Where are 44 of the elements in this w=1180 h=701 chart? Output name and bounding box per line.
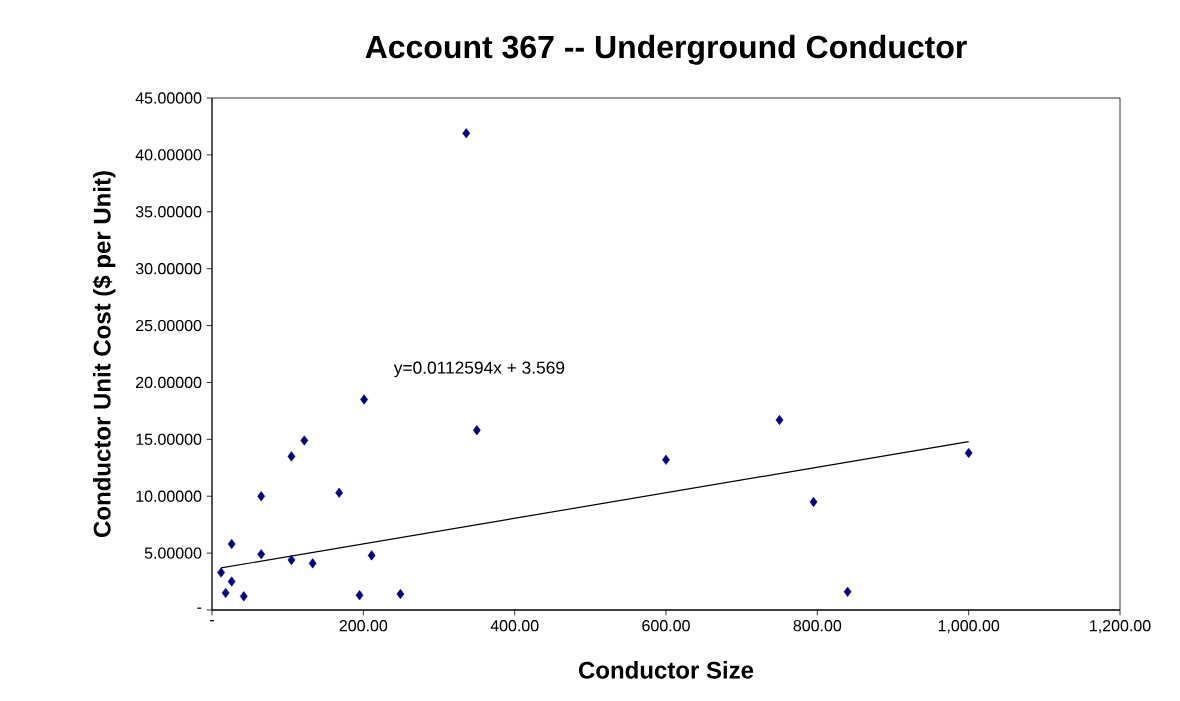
x-tick-label: 600.00 (642, 620, 690, 632)
y-tick-label: 25.00000 (136, 319, 202, 332)
x-tick-label: 400.00 (490, 620, 539, 632)
y-tick-label: 40.00000 (135, 149, 202, 161)
point (227, 538, 236, 550)
point (964, 447, 973, 459)
annotation: y=0.0112594x + 3.569 (393, 361, 565, 378)
x-tick-label: 1,000.00 (938, 620, 1000, 634)
y-tick-label: 45.00000 (135, 92, 202, 104)
point (227, 576, 236, 587)
point (809, 496, 818, 507)
point (287, 451, 296, 462)
y-axis-title: Conductor Unit Cost ($ per Unit) (92, 171, 116, 537)
point (775, 414, 784, 426)
point (360, 394, 368, 405)
y-tick-label: 10.00000 (136, 490, 202, 502)
point (367, 550, 376, 561)
x-tick-label: 200.00 (339, 620, 388, 632)
y-tick-label: 30.00000 (135, 263, 202, 275)
x-tick-label: 800.00 (793, 620, 842, 632)
point (355, 590, 364, 601)
point (462, 128, 471, 139)
point (335, 487, 343, 498)
chart-title: Account 367 -- Underground Conductor (365, 34, 967, 65)
point (300, 435, 309, 446)
y-tick-label: 35.00000 (135, 206, 202, 218)
point (257, 549, 266, 560)
point (287, 554, 296, 566)
point (396, 589, 405, 600)
point (217, 567, 225, 578)
x-tick-label: - (210, 620, 214, 622)
point (257, 491, 266, 502)
y-tick-label: 20.00000 (136, 376, 202, 389)
y-tick-label: - (197, 607, 202, 609)
y-tick-label: 5.00000 (144, 547, 202, 559)
x-tick-label: 1,200.00 (1090, 620, 1151, 634)
y-tick-label: 15.00000 (136, 433, 202, 445)
point (472, 425, 481, 436)
point (221, 587, 230, 598)
point (843, 586, 852, 597)
point (239, 591, 248, 602)
point (308, 558, 317, 569)
x-axis-title: Conductor Size (578, 661, 754, 679)
point (662, 454, 670, 465)
